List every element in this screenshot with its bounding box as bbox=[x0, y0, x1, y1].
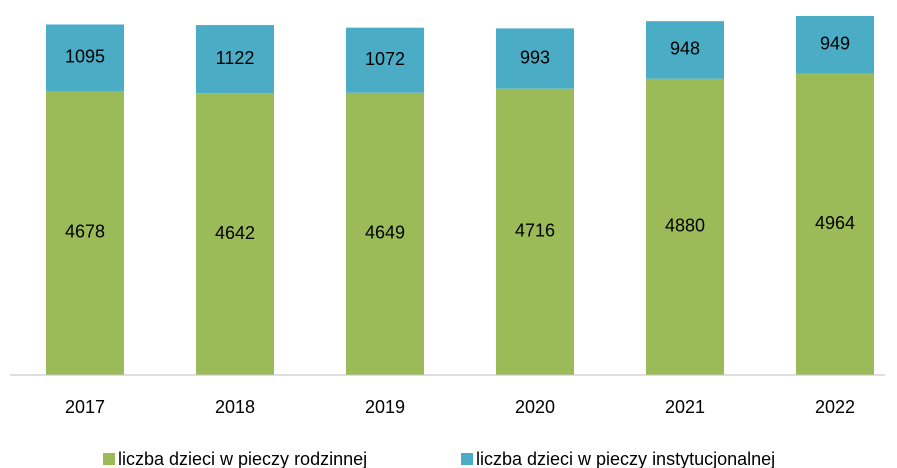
data-label: 4716 bbox=[515, 221, 555, 241]
x-tick-label: 2022 bbox=[815, 397, 855, 417]
bar-segment bbox=[796, 73, 874, 376]
data-label: 4642 bbox=[215, 223, 255, 243]
bar-segment bbox=[196, 25, 274, 94]
x-tick-label: 2018 bbox=[215, 397, 255, 417]
data-label: 993 bbox=[520, 47, 550, 67]
bar-segment bbox=[346, 27, 424, 93]
x-tick-label: 2021 bbox=[665, 397, 705, 417]
bar-segment bbox=[646, 78, 724, 376]
legend-label: liczba dzieci w pieczy instytucjonalnej bbox=[476, 449, 775, 468]
data-label: 1095 bbox=[65, 46, 105, 66]
bar-segment bbox=[646, 21, 724, 79]
bar-segment bbox=[46, 24, 124, 91]
x-tick-label: 2020 bbox=[515, 397, 555, 417]
x-tick-label: 2017 bbox=[65, 397, 105, 417]
data-label: 1122 bbox=[216, 48, 255, 68]
data-label: 949 bbox=[820, 34, 850, 54]
data-label: 4649 bbox=[365, 223, 405, 243]
legend-swatch bbox=[103, 453, 115, 465]
data-label: 1072 bbox=[365, 49, 405, 69]
data-label: 948 bbox=[670, 39, 700, 59]
data-label: 4880 bbox=[665, 216, 705, 236]
bar-segment bbox=[496, 28, 574, 89]
bar-segment bbox=[496, 88, 574, 375]
legend-label: liczba dzieci w pieczy rodzinnej bbox=[118, 449, 367, 468]
legend-swatch bbox=[461, 453, 473, 465]
data-label: 4964 bbox=[815, 213, 855, 233]
data-label: 4678 bbox=[65, 222, 105, 242]
bar-segment bbox=[346, 92, 424, 375]
bar-segment bbox=[796, 16, 874, 74]
bar-segment bbox=[46, 90, 124, 376]
bar-segment bbox=[196, 93, 274, 376]
x-tick-label: 2019 bbox=[365, 397, 405, 417]
